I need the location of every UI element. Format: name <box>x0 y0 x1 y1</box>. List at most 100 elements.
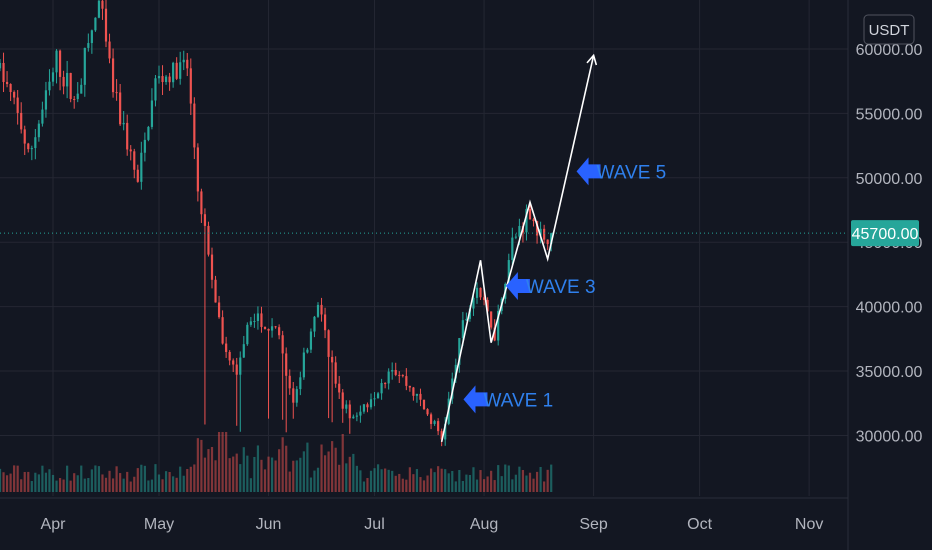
volume-bar <box>249 478 252 492</box>
volume-bar <box>140 464 143 492</box>
price-tick-label: 35000.00 <box>856 364 923 381</box>
candle-body <box>323 314 327 331</box>
candle-body <box>235 364 238 375</box>
volume-bar <box>285 445 288 492</box>
left-arrow-icon <box>576 157 601 186</box>
volume-bar <box>143 465 146 492</box>
candle-body <box>249 321 252 325</box>
candle-body <box>154 78 157 101</box>
candle-body <box>440 431 443 440</box>
candle-body <box>253 320 256 322</box>
volume-bar <box>150 479 154 492</box>
candle-body <box>384 383 387 385</box>
date-tick-label: Jun <box>256 516 282 533</box>
volume-bar <box>267 456 270 492</box>
volume-bar <box>5 475 9 492</box>
candle-body <box>182 59 185 63</box>
volume-bar <box>507 465 510 492</box>
volume-bar <box>323 455 327 492</box>
candle-body <box>203 214 207 226</box>
price-axis[interactable]: 60000.0055000.0050000.0045000.0040000.00… <box>856 42 923 445</box>
candle-body <box>316 304 320 317</box>
candle-body <box>348 404 351 419</box>
volume-bar <box>422 480 426 492</box>
candle-body <box>373 398 376 400</box>
volume-bar <box>55 480 58 492</box>
candle-body <box>539 228 542 236</box>
candle-body <box>401 375 404 377</box>
candle-body <box>196 147 199 192</box>
candle-body <box>189 68 192 104</box>
candle-body <box>437 421 440 432</box>
candle-body <box>97 0 101 18</box>
candle-body <box>341 392 344 409</box>
volume-bar <box>217 432 221 492</box>
volume-bar <box>398 473 401 492</box>
volume-bar <box>228 458 231 492</box>
candle-body <box>408 385 411 388</box>
volume-bar <box>415 469 419 492</box>
volume-bar <box>543 481 546 492</box>
volume-bar <box>401 478 404 492</box>
volume-bar <box>384 468 387 492</box>
candle-body <box>285 353 288 376</box>
volume-bar <box>274 460 277 492</box>
candle-body <box>528 208 532 220</box>
price-tick-label: 50000.00 <box>856 171 923 188</box>
volume-bar <box>348 456 351 492</box>
candle-body <box>23 129 26 144</box>
candle-body <box>83 47 86 85</box>
volume-bar <box>299 457 302 492</box>
candle-body <box>270 326 274 331</box>
volume-bar <box>482 479 486 492</box>
volume-bar <box>101 474 104 492</box>
candle-body <box>69 72 72 99</box>
volume-bar <box>111 478 115 492</box>
candle-body <box>493 327 496 341</box>
volume-bar <box>108 470 111 492</box>
candle-body <box>150 100 154 127</box>
candle-body <box>2 62 5 82</box>
candle-body <box>525 208 528 233</box>
volume-bar <box>104 477 108 492</box>
volume-bar <box>221 432 224 492</box>
currency-button[interactable]: USDT <box>863 14 915 45</box>
wave-annotation[interactable]: WAVE 3 <box>505 272 596 301</box>
time-axis[interactable]: Apr May Jun Jul Aug Sep Oct Nov <box>41 516 824 533</box>
wave-projection <box>440 53 598 443</box>
price-tick-label: 40000.00 <box>856 300 923 317</box>
volume-bar <box>461 481 464 492</box>
candle-body <box>267 328 270 331</box>
candle-body <box>242 344 245 358</box>
volume-bar <box>270 457 274 492</box>
candle-body <box>119 92 122 125</box>
volume-bar <box>16 465 19 492</box>
candle-body <box>210 254 214 280</box>
volume-bar <box>203 457 207 492</box>
volume-bar <box>546 469 549 492</box>
volume-bar <box>479 470 482 492</box>
volume-bar <box>504 464 507 492</box>
volume-bar <box>27 471 30 492</box>
candle-body <box>482 297 486 300</box>
candle-body <box>58 50 62 77</box>
volume-bar <box>189 466 192 492</box>
candle-body <box>27 143 30 150</box>
volume-bar <box>419 477 422 492</box>
candle-body <box>193 103 196 148</box>
candle-body <box>320 304 323 315</box>
volume-bar <box>193 464 196 492</box>
volume-bar <box>34 472 37 492</box>
volume-bar <box>154 464 157 492</box>
candle-body <box>37 123 40 138</box>
candle-body <box>278 327 281 336</box>
volume-bar <box>164 471 168 492</box>
candle-body <box>157 76 161 79</box>
candle-body <box>295 389 298 403</box>
wave-annotation[interactable]: WAVE 1 <box>463 385 553 414</box>
wave-annotation[interactable]: WAVE 5 <box>576 157 667 186</box>
volume-bar <box>309 477 313 492</box>
wave-annotations: WAVE 1 WAVE 3 WAVE 5 <box>463 157 667 414</box>
volume-bar <box>528 472 532 492</box>
